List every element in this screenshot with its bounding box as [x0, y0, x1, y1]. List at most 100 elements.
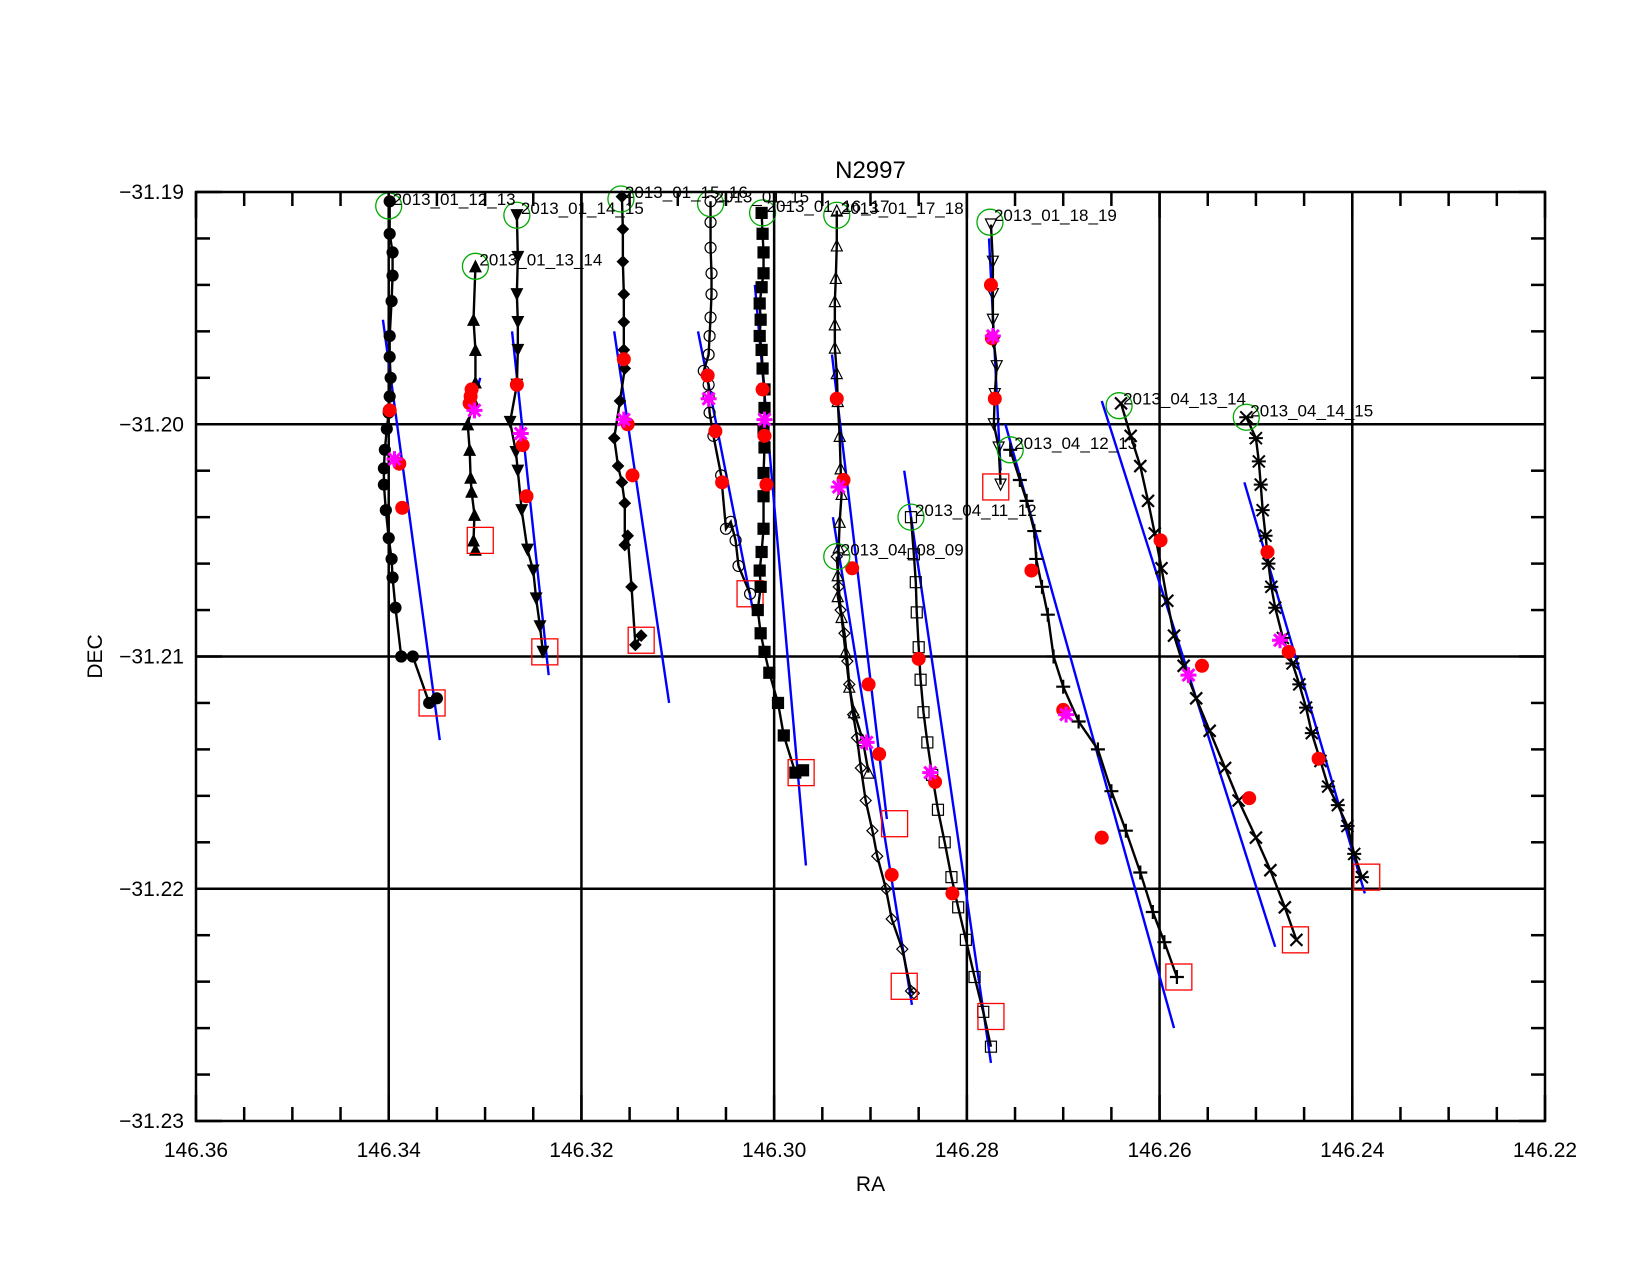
track-point — [755, 343, 768, 357]
series-label: 2013_01_16_17 — [767, 197, 890, 216]
track-point — [536, 645, 550, 659]
fit-line — [381, 319, 441, 741]
track-point — [634, 629, 648, 642]
track-point — [616, 222, 630, 236]
track-point — [1249, 830, 1263, 845]
end-square — [977, 1002, 1005, 1031]
track-point — [533, 620, 547, 634]
track-point — [834, 603, 847, 617]
ticks-layer: 146.36 146.34 146.32 146.30 146.28 146.26 146.… — [119, 181, 1577, 1162]
track-point — [702, 348, 715, 361]
track-point — [921, 736, 934, 749]
series-label: 2013_01_17_18 — [841, 199, 964, 218]
track-point — [467, 312, 480, 326]
track-point — [914, 673, 927, 686]
track-point — [828, 317, 842, 331]
track-point — [386, 269, 399, 282]
red-point — [829, 391, 844, 406]
track-point — [511, 343, 525, 357]
track-point — [1354, 870, 1369, 884]
red-point — [759, 477, 774, 492]
track-point — [757, 490, 770, 503]
track-point — [703, 406, 716, 419]
red-point — [1260, 544, 1275, 559]
track-point — [464, 470, 478, 484]
track-point — [618, 496, 632, 510]
track-point — [830, 366, 844, 380]
series-label: 2013_04_08_09 — [841, 541, 964, 560]
red-point — [708, 424, 723, 439]
track-point — [832, 580, 846, 594]
track-line — [989, 224, 1002, 485]
end-square — [736, 580, 764, 608]
track-point — [625, 580, 638, 594]
track-point — [615, 190, 629, 203]
track-point — [1118, 823, 1133, 838]
magenta-point — [615, 411, 632, 428]
series-label: 2013_04_14_15 — [1250, 401, 1373, 420]
magenta-star — [830, 478, 847, 495]
track-point — [862, 765, 876, 779]
series-label: 2013_01_18_19 — [994, 206, 1117, 225]
end-square — [982, 473, 1010, 501]
track-point — [1027, 524, 1042, 539]
start-circle — [461, 252, 490, 280]
track-point — [756, 227, 769, 240]
track-point — [383, 227, 396, 240]
track-point — [841, 654, 854, 668]
chart-title: N2997 — [835, 157, 906, 184]
track-point — [1046, 649, 1061, 664]
red-point — [861, 677, 876, 692]
track-point — [757, 522, 770, 535]
track-point — [1104, 784, 1119, 799]
track-point — [510, 288, 524, 302]
red-point — [1281, 644, 1296, 659]
start-circle — [976, 208, 1004, 236]
red-point — [1242, 791, 1257, 806]
track-point — [758, 441, 771, 454]
track-point — [406, 650, 419, 663]
track-point — [859, 794, 873, 807]
track-point — [1289, 933, 1304, 947]
track-point — [753, 329, 766, 343]
track-point — [828, 340, 842, 354]
track-point — [743, 587, 757, 600]
track-point — [854, 761, 868, 775]
track-point — [753, 564, 766, 577]
track-point — [607, 431, 621, 445]
red-point — [1194, 658, 1209, 673]
magenta-point — [1180, 667, 1197, 684]
track-point — [754, 627, 767, 640]
track-point — [613, 394, 627, 408]
track-point — [511, 315, 525, 329]
red-point — [911, 651, 926, 666]
y-tick-label: −31.20 — [119, 413, 184, 436]
track-point — [833, 429, 847, 442]
track-point — [938, 836, 951, 849]
track-point — [757, 466, 770, 480]
track-point — [468, 259, 482, 273]
end-square — [418, 689, 446, 717]
track-point — [617, 287, 631, 301]
track-point — [1071, 714, 1086, 729]
start-circle — [897, 503, 925, 531]
x-tick-label: 146.34 — [357, 1139, 422, 1162]
track-point — [377, 478, 390, 491]
track-point — [732, 559, 745, 573]
end-square — [787, 758, 815, 787]
end-square — [1165, 963, 1193, 991]
track-point — [909, 576, 922, 589]
track-point — [755, 281, 768, 294]
red-point — [1153, 533, 1168, 548]
track-point — [1258, 529, 1273, 543]
track-point — [1035, 579, 1050, 594]
y-tick-label: −31.22 — [119, 878, 184, 901]
magenta-point — [830, 478, 847, 495]
track-point — [1340, 819, 1355, 833]
red-point — [519, 489, 534, 504]
track-point — [382, 531, 395, 545]
track-point — [1292, 677, 1307, 692]
track-point — [1090, 742, 1105, 757]
track-point — [511, 250, 525, 264]
red-point — [845, 561, 860, 576]
